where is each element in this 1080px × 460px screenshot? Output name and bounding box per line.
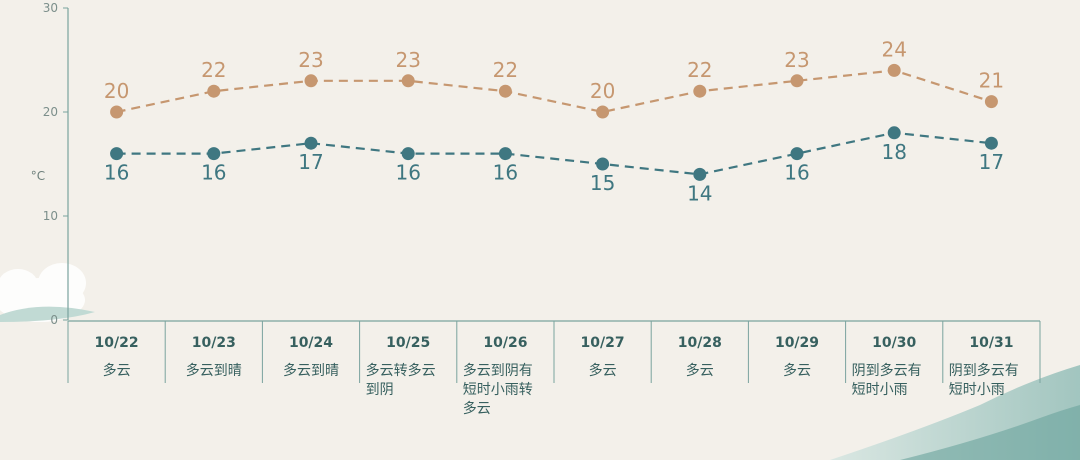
date-label: 10/24 <box>289 335 333 351</box>
y-tick-label: 0 <box>50 313 58 327</box>
low-temp-label: 17 <box>298 150 323 174</box>
weather-description: 短时小雨转 <box>463 382 533 398</box>
wave-decoration-right <box>830 365 1080 460</box>
weather-description: 多云 <box>686 362 714 379</box>
low-temp-label: 16 <box>201 161 226 185</box>
high-temp-point <box>207 84 221 98</box>
high-temp-line <box>116 69 992 114</box>
low-temp-point <box>887 126 901 140</box>
high-temp-label: 22 <box>687 58 712 82</box>
cloud-decoration-left <box>0 263 95 322</box>
high-temp-label: 20 <box>590 79 615 103</box>
weather-description: 多云到晴 <box>283 362 339 379</box>
high-temp-label: 23 <box>298 48 323 72</box>
weather-description: 阴到多云有 <box>852 362 922 379</box>
y-tick-label: 30 <box>43 1 58 15</box>
date-label: 10/23 <box>192 335 236 351</box>
date-label: 10/28 <box>678 335 722 351</box>
y-tick-label: 10 <box>43 209 58 223</box>
low-temp-point <box>984 136 998 150</box>
high-temp-point <box>596 105 610 119</box>
weather-description: 多云到晴 <box>186 362 242 379</box>
weather-description: 多云 <box>463 400 491 417</box>
weather-description: 多云 <box>589 362 617 379</box>
y-tick-label: 20 <box>43 105 58 119</box>
high-temp-label: 23 <box>395 48 420 72</box>
weather-description: 短时小雨 <box>852 382 908 398</box>
low-temp-point <box>790 147 804 161</box>
high-temp-point <box>401 74 415 88</box>
high-temp-label: 24 <box>881 37 906 61</box>
high-temp-label: 22 <box>493 58 518 82</box>
low-temp-label: 14 <box>687 181 712 205</box>
low-temp-label: 16 <box>784 161 809 185</box>
weather-description: 多云转多云 <box>366 362 436 379</box>
weather-description: 多云 <box>783 362 811 379</box>
high-temp-label: 21 <box>979 69 1004 93</box>
low-temp-label: 16 <box>104 161 129 185</box>
weather-description: 短时小雨 <box>949 382 1005 398</box>
date-label: 10/26 <box>483 335 527 351</box>
high-temp-point <box>693 84 707 98</box>
date-label: 10/31 <box>969 335 1013 351</box>
low-temp-label: 16 <box>395 161 420 185</box>
date-label: 10/22 <box>95 335 139 351</box>
y-axis-unit: °C <box>31 169 45 183</box>
high-temp-point <box>984 95 998 109</box>
low-temp-label: 18 <box>881 140 906 164</box>
date-label: 10/25 <box>386 335 430 351</box>
low-temp-point <box>596 157 610 171</box>
weather-description: 多云 <box>103 362 131 379</box>
low-temp-line <box>116 131 992 176</box>
date-label: 10/27 <box>581 335 625 351</box>
low-temp-point <box>401 147 415 161</box>
low-temp-point <box>110 147 124 161</box>
high-temp-point <box>498 84 512 98</box>
high-temp-label: 22 <box>201 58 226 82</box>
high-temp-point <box>790 74 804 88</box>
date-label: 10/30 <box>872 335 916 351</box>
date-label: 10/29 <box>775 335 819 351</box>
low-temp-point <box>498 147 512 161</box>
weather-description: 阴到多云有 <box>949 362 1019 379</box>
weather-description: 多云到阴有 <box>463 362 533 379</box>
high-temp-point <box>110 105 124 119</box>
high-temp-point <box>304 74 318 88</box>
high-temp-point <box>887 63 901 77</box>
high-temp-label: 20 <box>104 79 129 103</box>
low-temp-point <box>304 136 318 150</box>
low-temp-label: 15 <box>590 171 615 195</box>
low-temp-point <box>207 147 221 161</box>
low-temp-label: 16 <box>493 161 518 185</box>
low-temp-label: 17 <box>979 150 1004 174</box>
low-temp-point <box>693 167 707 181</box>
high-temp-label: 23 <box>784 48 809 72</box>
weather-description: 到阴 <box>366 382 394 398</box>
